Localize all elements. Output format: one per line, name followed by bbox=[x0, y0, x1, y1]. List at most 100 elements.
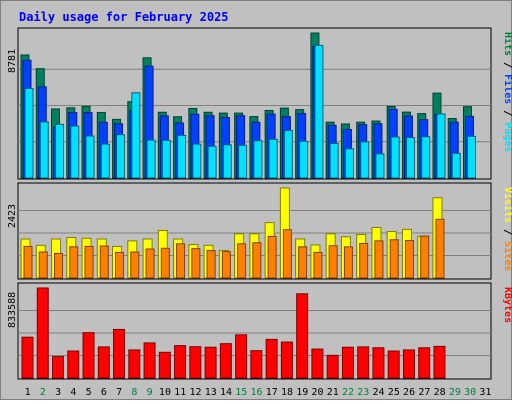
bar-kbytes-day-7 bbox=[113, 328, 126, 379]
bar-kbytes-day-18 bbox=[280, 341, 293, 379]
bar-sites-day-22 bbox=[343, 246, 353, 279]
x-tick-day-23: 23 bbox=[357, 387, 369, 398]
bar-sites-day-23 bbox=[359, 242, 369, 279]
bar-sites-day-17 bbox=[267, 235, 277, 279]
x-tick-day-1: 1 bbox=[25, 387, 31, 398]
bar-pages-day-30 bbox=[466, 135, 476, 179]
bar-sites-day-4 bbox=[69, 246, 79, 279]
bar-sites-day-18 bbox=[282, 229, 292, 279]
x-tick-day-8: 8 bbox=[131, 387, 137, 398]
panel-kbytes: 833588 KBytes bbox=[7, 282, 512, 380]
bar-sites-day-10 bbox=[160, 247, 170, 279]
bar-pages-day-11 bbox=[177, 134, 187, 179]
bar-kbytes-day-16 bbox=[250, 350, 263, 379]
x-tick-day-12: 12 bbox=[189, 387, 201, 398]
legend-separator: / bbox=[502, 223, 512, 241]
bar-kbytes-day-24 bbox=[372, 347, 385, 379]
bar-pages-day-2 bbox=[39, 121, 49, 179]
bar-sites-day-21 bbox=[328, 245, 338, 279]
x-tick-day-30: 30 bbox=[464, 387, 476, 398]
bar-sites-day-13 bbox=[206, 250, 216, 279]
bar-pages-day-28 bbox=[436, 113, 446, 179]
bar-pages-day-13 bbox=[207, 145, 217, 179]
bar-pages-day-23 bbox=[360, 141, 370, 179]
x-tick-day-19: 19 bbox=[296, 387, 308, 398]
bar-sites-day-3 bbox=[54, 252, 64, 279]
x-tick-day-11: 11 bbox=[174, 387, 186, 398]
panel-hits_files_pages: 8781 Hits / Files / Pages bbox=[7, 27, 512, 180]
legend-item-hits: Hits bbox=[502, 32, 512, 56]
bar-kbytes-day-12 bbox=[189, 346, 202, 379]
bar-sites-day-25 bbox=[389, 239, 399, 279]
bar-sites-day-27 bbox=[420, 235, 430, 279]
x-tick-day-7: 7 bbox=[116, 387, 122, 398]
x-axis-day-labels: 1 2 3 4 5 6 7 8 9 10 11 12 13 14 15 16 17 18 19 20 21 22 23 24 2… bbox=[25, 387, 492, 398]
bar-pages-day-24 bbox=[375, 153, 385, 179]
bar-pages-day-27 bbox=[421, 136, 431, 179]
bar-kbytes-day-25 bbox=[387, 350, 400, 379]
bar-kbytes-day-13 bbox=[204, 346, 217, 379]
bar-kbytes-day-11 bbox=[174, 345, 187, 379]
bar-kbytes-day-28 bbox=[433, 345, 446, 379]
bar-kbytes-day-5 bbox=[82, 332, 95, 379]
bar-sites-day-5 bbox=[84, 245, 94, 279]
x-tick-day-29: 29 bbox=[449, 387, 461, 398]
bar-pages-day-22 bbox=[344, 148, 354, 179]
bar-sites-day-1 bbox=[23, 245, 33, 279]
bar-pages-day-5 bbox=[85, 135, 95, 179]
bar-pages-day-26 bbox=[405, 137, 415, 179]
bar-pages-day-21 bbox=[329, 142, 339, 179]
y-max-label: 8781 bbox=[7, 49, 18, 73]
x-tick-day-15: 15 bbox=[235, 387, 247, 398]
panel-visits_sites: 2423 Visits / Sites bbox=[7, 182, 512, 280]
x-tick-day-16: 16 bbox=[250, 387, 262, 398]
bar-pages-day-15 bbox=[238, 144, 248, 179]
y-max-label: 2423 bbox=[7, 204, 18, 228]
bar-sites-day-12 bbox=[191, 248, 201, 279]
bar-pages-day-29 bbox=[451, 152, 461, 179]
x-tick-day-26: 26 bbox=[403, 387, 415, 398]
x-tick-day-18: 18 bbox=[281, 387, 293, 398]
x-tick-day-24: 24 bbox=[373, 387, 385, 398]
bar-pages-day-4 bbox=[70, 125, 80, 179]
x-tick-day-3: 3 bbox=[55, 387, 61, 398]
x-tick-day-5: 5 bbox=[86, 387, 92, 398]
bar-kbytes-day-6 bbox=[97, 346, 110, 379]
legend-item-kbytes: KBytes bbox=[502, 287, 512, 323]
x-tick-day-20: 20 bbox=[312, 387, 324, 398]
bar-pages-day-9 bbox=[146, 139, 156, 179]
bar-pages-day-3 bbox=[55, 123, 65, 179]
bar-kbytes-day-26 bbox=[402, 349, 415, 379]
bar-kbytes-day-14 bbox=[219, 343, 232, 379]
x-tick-day-27: 27 bbox=[418, 387, 430, 398]
x-tick-day-2: 2 bbox=[40, 387, 46, 398]
x-tick-day-25: 25 bbox=[388, 387, 400, 398]
legend-item-visits: Visits bbox=[502, 187, 512, 223]
legend-item-sites: Sites bbox=[502, 241, 512, 271]
bar-pages-day-1 bbox=[24, 87, 34, 179]
bar-sites-day-2 bbox=[38, 251, 48, 279]
bar-kbytes-day-15 bbox=[235, 334, 248, 379]
legend-item-pages: Pages bbox=[502, 122, 512, 152]
bar-kbytes-day-27 bbox=[418, 347, 431, 379]
bar-sites-day-24 bbox=[374, 240, 384, 279]
x-tick-day-14: 14 bbox=[220, 387, 232, 398]
y-max-label: 833588 bbox=[7, 292, 18, 328]
bar-pages-day-10 bbox=[161, 139, 171, 179]
legend-kbytes: KBytes bbox=[502, 287, 512, 323]
bar-kbytes-day-1 bbox=[21, 336, 34, 379]
bar-sites-day-9 bbox=[145, 248, 155, 279]
bar-pages-day-17 bbox=[268, 138, 278, 179]
bar-kbytes-day-10 bbox=[158, 351, 171, 379]
bar-pages-day-12 bbox=[192, 143, 202, 179]
chart-title: Daily usage for February 2025 bbox=[19, 10, 229, 24]
bar-sites-day-6 bbox=[99, 245, 109, 279]
bar-sites-day-15 bbox=[237, 243, 247, 279]
bar-kbytes-day-4 bbox=[67, 350, 80, 379]
bar-pages-day-8 bbox=[131, 92, 141, 179]
bar-kbytes-day-17 bbox=[265, 338, 278, 379]
bar-pages-day-18 bbox=[283, 130, 293, 179]
bar-kbytes-day-19 bbox=[296, 293, 309, 379]
legend-item-files: Files bbox=[502, 74, 512, 104]
